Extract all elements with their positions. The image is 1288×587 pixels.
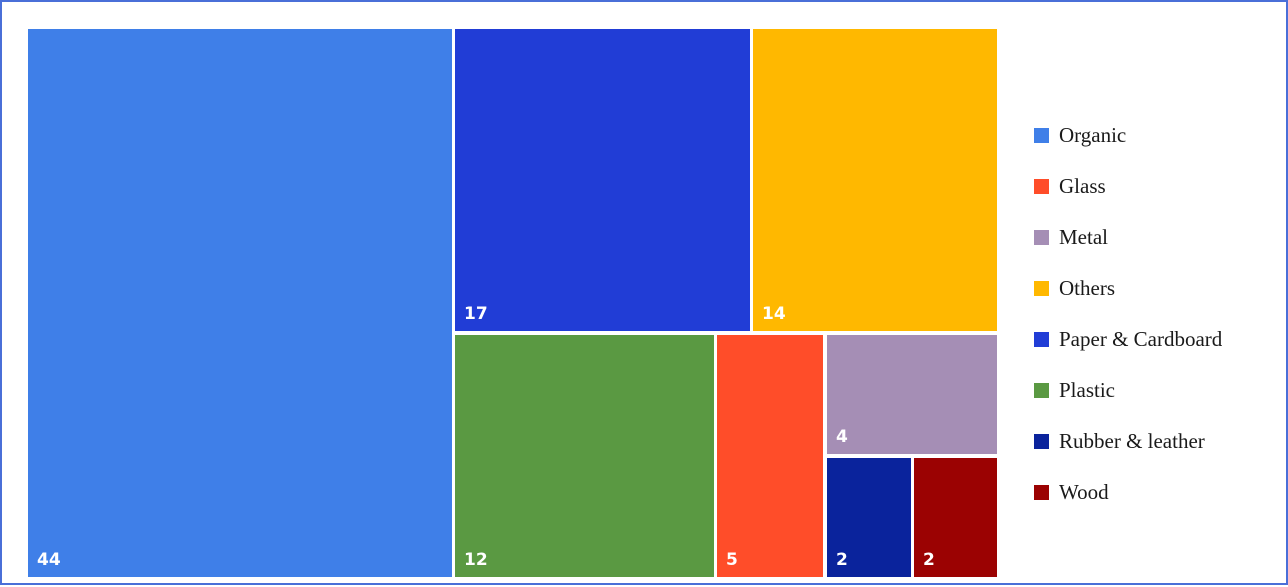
legend-swatch	[1034, 485, 1049, 500]
tile-others	[753, 29, 997, 331]
tile-paper-cardboard	[455, 29, 750, 331]
legend-item-metal: Metal	[1034, 212, 1222, 263]
tile-label-wood: 2	[923, 550, 935, 570]
legend-label: Plastic	[1059, 378, 1115, 402]
legend-item-others: Others	[1034, 263, 1222, 314]
legend-label: Wood	[1059, 480, 1109, 504]
treemap-chart: 44 17 14 12 5 4 2 2	[28, 29, 997, 577]
tile-glass	[717, 335, 823, 577]
legend-label: Others	[1059, 276, 1115, 300]
tile-label-glass: 5	[726, 550, 738, 570]
tile-metal	[827, 335, 997, 454]
legend-item-organic: Organic	[1034, 110, 1222, 161]
legend-label: Rubber & leather	[1059, 429, 1205, 453]
legend-swatch	[1034, 128, 1049, 143]
legend-swatch	[1034, 230, 1049, 245]
tile-wood	[914, 458, 997, 577]
tile-plastic	[455, 335, 714, 577]
legend-item-wood: Wood	[1034, 467, 1222, 518]
legend-swatch	[1034, 332, 1049, 347]
tile-organic	[28, 29, 452, 577]
legend-item-rubber-leather: Rubber & leather	[1034, 416, 1222, 467]
legend-label: Glass	[1059, 174, 1106, 198]
tile-rubber-leather	[827, 458, 911, 577]
legend-swatch	[1034, 281, 1049, 296]
legend-swatch	[1034, 179, 1049, 194]
tile-label-rubber-leather: 2	[836, 550, 848, 570]
tile-label-others: 14	[762, 304, 786, 324]
legend-swatch	[1034, 434, 1049, 449]
tile-label-plastic: 12	[464, 550, 488, 570]
legend-item-plastic: Plastic	[1034, 365, 1222, 416]
legend-swatch	[1034, 383, 1049, 398]
tile-label-organic: 44	[37, 550, 61, 570]
legend-label: Paper & Cardboard	[1059, 327, 1223, 351]
tile-label-paper-cardboard: 17	[464, 304, 488, 324]
legend-label: Organic	[1059, 123, 1127, 147]
tile-label-metal: 4	[836, 427, 848, 447]
legend-label: Metal	[1059, 225, 1108, 249]
legend-item-paper-cardboard: Paper & Cardboard	[1034, 314, 1222, 365]
legend-item-glass: Glass	[1034, 161, 1222, 212]
chart-legend: Organic Glass Metal Others Paper & Cardboard…	[1034, 110, 1222, 518]
